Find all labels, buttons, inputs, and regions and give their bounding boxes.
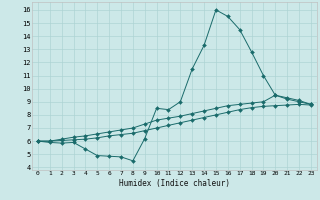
- X-axis label: Humidex (Indice chaleur): Humidex (Indice chaleur): [119, 179, 230, 188]
